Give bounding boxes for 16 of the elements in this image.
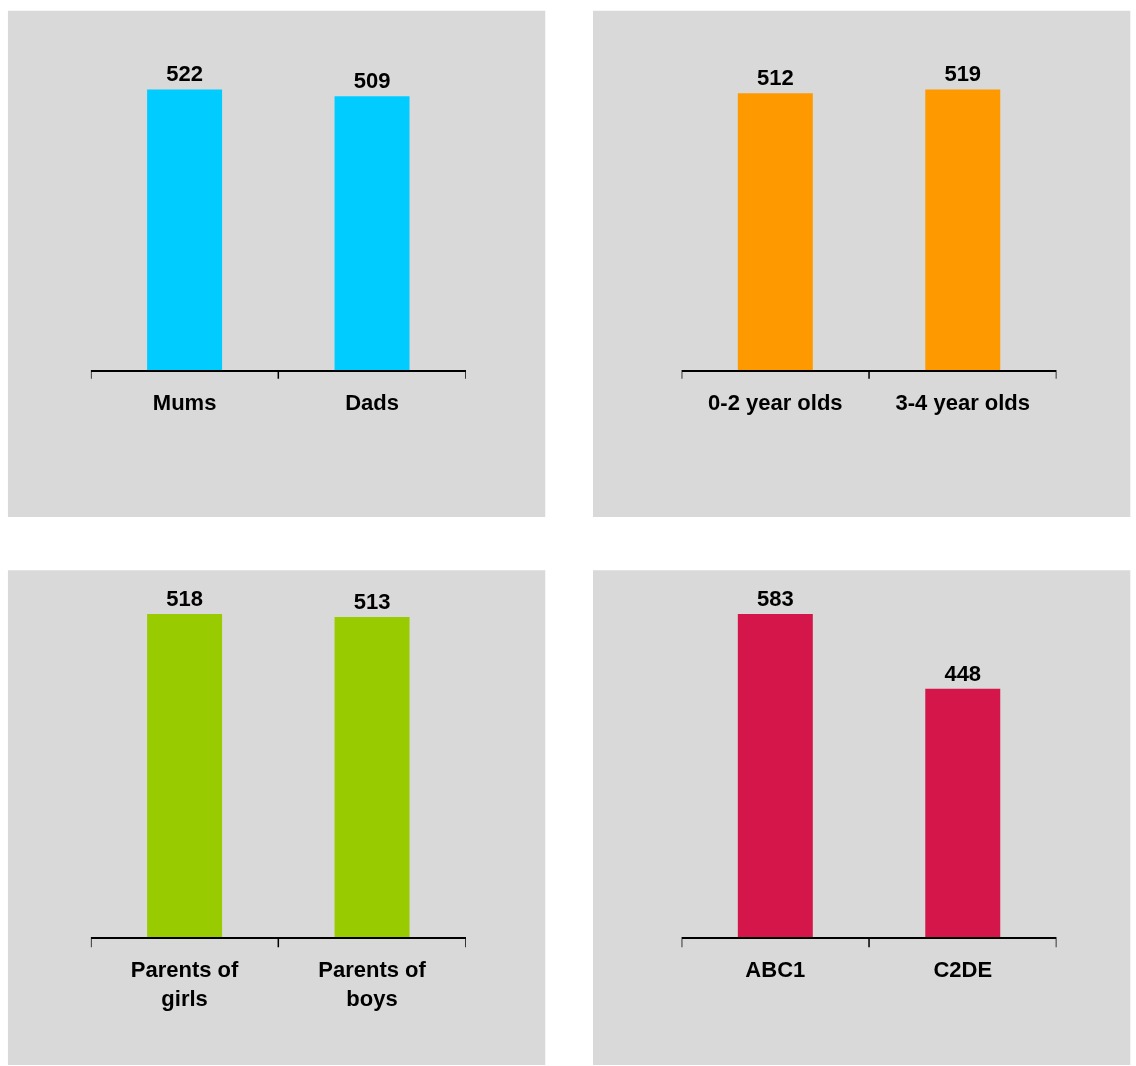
data-label: 519 xyxy=(944,61,982,87)
x-tick-label: C2DE xyxy=(933,957,993,983)
x-tick-label: Parents of boys xyxy=(318,957,427,1011)
data-label: 512 xyxy=(756,65,794,91)
data-label: 518 xyxy=(166,585,203,611)
x-tick-label: 0-2 year olds xyxy=(708,390,843,416)
x-tick-label: 3-4 year olds xyxy=(895,390,1031,416)
data-label: 448 xyxy=(944,660,982,686)
x-tick-label: Dads xyxy=(345,390,399,416)
data-label: 509 xyxy=(353,68,391,94)
data-label: 583 xyxy=(756,585,794,611)
x-tick-label: ABC1 xyxy=(745,957,806,983)
data-label: 513 xyxy=(353,589,391,615)
data-label: 522 xyxy=(166,61,203,87)
x-tick-label: Parents of girls xyxy=(130,957,240,1011)
x-tick-label: Mums xyxy=(152,390,217,416)
